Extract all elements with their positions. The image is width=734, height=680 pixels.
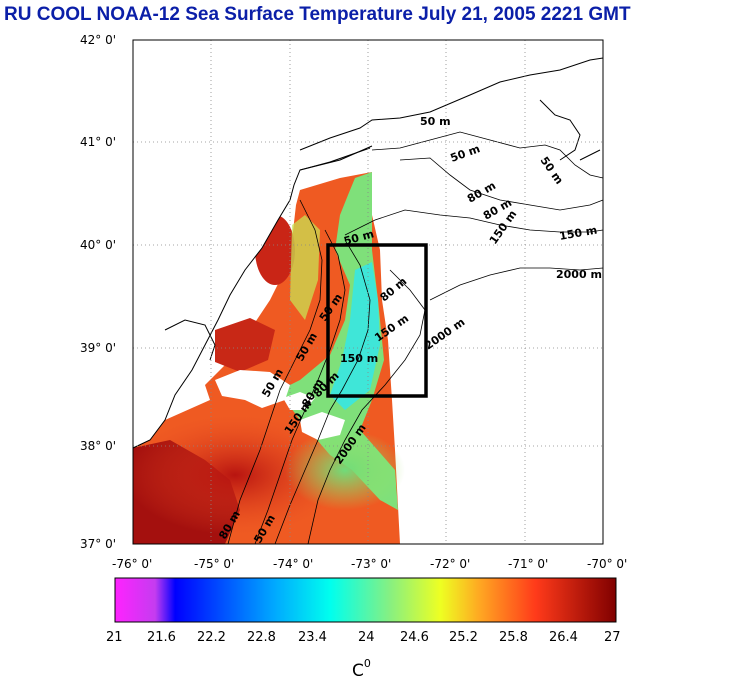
study-area-box bbox=[326, 243, 428, 398]
sst-hot-coastal-patch-mid bbox=[215, 318, 275, 372]
contour-shelf-50 bbox=[227, 199, 323, 545]
sst-warm-glow-south bbox=[133, 415, 345, 535]
sst-green-glow bbox=[285, 430, 405, 510]
cloud-gap-2 bbox=[300, 412, 345, 440]
lat-tick-label: 40° 0' bbox=[80, 238, 116, 252]
land-mid-atlantic bbox=[133, 40, 603, 448]
lon-tick-label: -76° 0' bbox=[112, 557, 152, 571]
contour-label: 2000 m bbox=[556, 268, 602, 281]
contour-80m bbox=[399, 157, 604, 211]
contour-50m bbox=[371, 131, 604, 179]
cloud-gap-1 bbox=[215, 370, 290, 408]
map-frame bbox=[132, 39, 604, 545]
colorbar-tick-label: 24 bbox=[358, 630, 375, 645]
lat-tick-label: 39° 0' bbox=[80, 341, 116, 355]
land-cape-cod bbox=[560, 70, 603, 110]
contour-2000m bbox=[429, 267, 604, 301]
longitude-axis: -76° 0' -75° 0' -74° 0' -73° 0' -72° 0' … bbox=[112, 557, 627, 571]
colorbar-tick-label: 24.6 bbox=[400, 630, 429, 645]
colorbar-tick-label: 21 bbox=[106, 630, 123, 645]
colorbar-gradient bbox=[115, 578, 616, 622]
contour-shelf-150 bbox=[274, 239, 371, 545]
sst-yellow-edge bbox=[290, 215, 320, 320]
colorbar-tick-label: 23.4 bbox=[298, 630, 327, 645]
colorbar-tick-label: 25.2 bbox=[449, 630, 478, 645]
lat-tick-label: 38° 0' bbox=[80, 439, 116, 453]
bathymetry-contours bbox=[227, 131, 604, 545]
coastline bbox=[132, 57, 604, 449]
colorbar-tick-label: 22.2 bbox=[197, 630, 226, 645]
lon-tick-label: -75° 0' bbox=[194, 557, 234, 571]
colorbar-unit-label: C0 bbox=[352, 657, 371, 680]
contour-label: 50 m bbox=[420, 115, 451, 128]
colorbar-tick-label: 27 bbox=[604, 630, 621, 645]
lat-tick-label: 41° 0' bbox=[80, 135, 116, 149]
map-title: RU COOL NOAA-12 Sea Surface Temperature … bbox=[4, 4, 631, 25]
colorbar-frame bbox=[114, 577, 617, 623]
sst-cool-offshore bbox=[270, 172, 398, 510]
contour-shelf-80 bbox=[254, 229, 346, 545]
colorbar-tick-label: 25.8 bbox=[499, 630, 528, 645]
lon-tick-label: -71° 0' bbox=[508, 557, 548, 571]
lon-tick-label: -74° 0' bbox=[273, 557, 313, 571]
contour-slope-2000 bbox=[307, 269, 426, 545]
colorbar-tick-label: 26.4 bbox=[549, 630, 578, 645]
colorbar-tick-label: 21.6 bbox=[147, 630, 176, 645]
lon-tick-label: -72° 0' bbox=[430, 557, 470, 571]
lon-tick-label: -70° 0' bbox=[587, 557, 627, 571]
latitude-axis: 42° 0' 41° 0' 40° 0' 39° 0' 38° 0' 37° 0… bbox=[80, 33, 116, 551]
colorbar-tick-label: 22.8 bbox=[247, 630, 276, 645]
contour-150m bbox=[344, 209, 604, 236]
lat-tick-label: 37° 0' bbox=[80, 537, 116, 551]
colorbar: 21 21.6 22.2 22.8 23.4 24 24.6 25.2 25.8… bbox=[106, 577, 621, 680]
lat-tick-label: 42° 0' bbox=[80, 33, 116, 47]
sst-cyan-streak bbox=[330, 262, 380, 410]
gridlines bbox=[133, 40, 603, 544]
lon-tick-label: -73° 0' bbox=[351, 557, 391, 571]
contour-label: 150 m bbox=[340, 352, 378, 365]
